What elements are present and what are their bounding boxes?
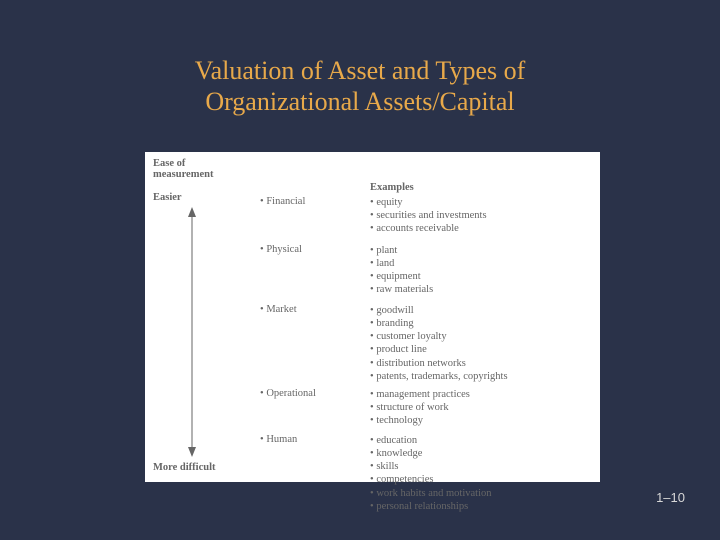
example-item: product line <box>370 343 508 356</box>
title-line2: Organizational Assets/Capital <box>205 87 514 116</box>
example-item: securities and investments <box>370 209 487 222</box>
example-item: management practices <box>370 388 470 401</box>
example-item: education <box>370 434 492 447</box>
example-item: work habits and motivation <box>370 487 492 500</box>
page-number: 1–10 <box>656 490 685 505</box>
scale-more-difficult: More difficult <box>153 462 216 473</box>
examples-financial: equity securities and investments accoun… <box>370 196 487 235</box>
examples-human: education knowledge skills competencies … <box>370 434 492 513</box>
category-market: Market <box>260 304 297 315</box>
example-item: competencies <box>370 473 492 486</box>
slide-title: Valuation of Asset and Types of Organiza… <box>0 0 720 117</box>
example-item: plant <box>370 244 433 257</box>
example-item: patents, trademarks, copyrights <box>370 370 508 383</box>
title-line1: Valuation of Asset and Types of <box>195 56 526 85</box>
example-item: customer loyalty <box>370 330 508 343</box>
example-item: raw materials <box>370 283 433 296</box>
examples-operational: management practices structure of work t… <box>370 388 470 427</box>
example-item: branding <box>370 317 508 330</box>
example-item: personal relationships <box>370 500 492 513</box>
measurement-header: Ease of measurement <box>153 158 592 180</box>
example-item: distribution networks <box>370 357 508 370</box>
example-item: accounts receivable <box>370 222 487 235</box>
example-item: equity <box>370 196 487 209</box>
example-item: goodwill <box>370 304 508 317</box>
asset-table: Ease of measurement Easier More difficul… <box>145 152 600 482</box>
example-item: knowledge <box>370 447 492 460</box>
arrow-line <box>192 215 193 449</box>
difficulty-arrow <box>185 207 199 457</box>
example-item: equipment <box>370 270 433 283</box>
example-item: technology <box>370 414 470 427</box>
category-operational: Operational <box>260 388 316 399</box>
scale-easier: Easier <box>153 192 182 203</box>
category-human: Human <box>260 434 297 445</box>
examples-market: goodwill branding customer loyalty produ… <box>370 304 508 383</box>
arrow-down-icon <box>188 447 196 457</box>
examples-physical: plant land equipment raw materials <box>370 244 433 297</box>
example-item: skills <box>370 460 492 473</box>
category-financial: Financial <box>260 196 305 207</box>
examples-header: Examples <box>370 182 414 193</box>
example-item: structure of work <box>370 401 470 414</box>
category-physical: Physical <box>260 244 302 255</box>
example-item: land <box>370 257 433 270</box>
